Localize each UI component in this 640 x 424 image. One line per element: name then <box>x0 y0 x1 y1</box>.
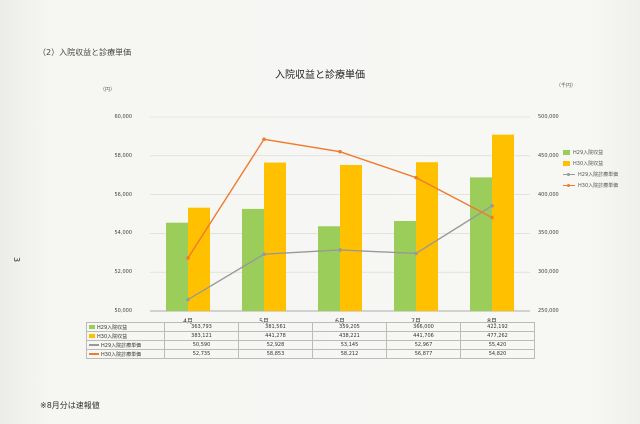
line-point <box>338 149 342 154</box>
data-table: H29入院収益 363,793 381,561 359,205 366,000 422,1… <box>86 322 535 359</box>
x-axis-tick-label: 7月 <box>411 318 421 325</box>
table-swatch <box>89 334 95 338</box>
data-table-cell: 52,967 <box>386 340 461 350</box>
bar <box>166 222 188 311</box>
right-axis-tick-label: 450,000 <box>538 152 559 159</box>
data-table-cell: 54,820 <box>460 349 535 359</box>
bar <box>188 207 210 311</box>
data-table-cell: 366,000 <box>386 322 461 332</box>
line-point <box>414 251 418 256</box>
footnote: ※8月分は速報値 <box>40 401 100 410</box>
table-swatch <box>89 353 99 355</box>
data-table-cell: 422,192 <box>460 322 535 332</box>
line-point <box>490 204 494 208</box>
data-table-row: H30入院診療単価 52,735 58,853 58,212 56,877 54,820 <box>86 349 535 359</box>
x-axis-tick-label: 5月 <box>259 318 269 325</box>
line-point <box>186 256 190 260</box>
data-table-cell: 438,221 <box>312 331 387 341</box>
line-point <box>186 297 190 302</box>
bar <box>492 134 514 311</box>
data-table-cell: 441,706 <box>386 331 461 341</box>
data-table-cell: 58,853 <box>238 349 313 359</box>
legend-label: H30入院診療単価 <box>578 183 619 189</box>
line-point <box>414 175 418 180</box>
data-table-cell: 53,145 <box>312 340 387 350</box>
right-axis-tick-label: 500,000 <box>538 114 559 120</box>
right-axis-tick-label: 400,000 <box>538 191 559 198</box>
data-table-cell: 50,590 <box>164 340 239 350</box>
left-axis-tick-label: 54,000 <box>114 230 133 237</box>
left-axis-tick-label: 60,000 <box>114 114 133 120</box>
table-swatch <box>89 325 95 329</box>
legend-item: H29入院診療単価 <box>563 169 618 180</box>
bar <box>264 162 286 311</box>
left-axis-tick-label: 56,000 <box>114 191 133 198</box>
legend-label: H29入院診療単価 <box>578 172 619 178</box>
legend-swatch <box>563 183 575 189</box>
data-table-row: H29入院診療単価 50,590 52,928 53,145 52,967 55,420 <box>86 340 535 350</box>
bar <box>340 164 362 311</box>
data-table-row-header: H30入院収益 <box>86 331 165 341</box>
data-table-cell: 52,928 <box>238 340 313 350</box>
right-axis-tick-label: 300,000 <box>538 269 559 276</box>
data-table-cell: 56,877 <box>386 349 461 359</box>
bar <box>318 226 340 311</box>
left-axis-unit: （円） <box>100 87 116 93</box>
data-table-row: H30入院収益 383,121 441,278 438,221 441,706 477,2… <box>86 331 535 341</box>
section-heading: （2）入院収益と診療単価 <box>38 48 132 57</box>
legend-swatch <box>563 150 570 155</box>
data-table-cell: 52,735 <box>164 349 239 359</box>
line-point <box>338 248 342 252</box>
left-axis-tick-label: 52,000 <box>114 269 133 276</box>
line-point <box>262 137 266 142</box>
data-table-cell: 359,205 <box>312 322 387 332</box>
legend-item: H30入院診療単価 <box>563 180 618 191</box>
legend-swatch <box>563 161 570 166</box>
x-axis-tick-label: 6月 <box>335 318 345 325</box>
data-table-row-header: H30入院診療単価 <box>86 349 165 359</box>
legend-swatch <box>563 172 575 178</box>
data-table-cell: 58,212 <box>312 349 387 359</box>
x-axis-tick-label: 4月 <box>183 318 193 325</box>
x-axis-tick-label: 8月 <box>487 318 497 325</box>
right-axis-unit: （千円） <box>556 83 577 89</box>
bar <box>394 220 416 311</box>
table-swatch <box>89 344 99 346</box>
chart-legend: H29入院収益 H30入院収益 H29入院診療単価 H30入院診療単価 <box>563 147 618 191</box>
right-axis-tick-label: 250,000 <box>538 308 559 314</box>
bar <box>470 177 492 311</box>
legend-item: H29入院収益 <box>563 147 618 158</box>
legend-item: H30入院収益 <box>563 158 618 169</box>
legend-label: H30入院収益 <box>573 161 604 167</box>
data-table-row-header: H29入院収益 <box>86 322 165 332</box>
data-table-cell: 383,121 <box>164 331 239 341</box>
legend-label: H29入院収益 <box>573 150 604 156</box>
line-point <box>262 252 266 256</box>
right-axis-tick-label: 350,000 <box>538 230 559 237</box>
left-axis-tick-label: 58,000 <box>114 152 133 159</box>
data-table-cell: 55,420 <box>460 340 535 350</box>
data-table-cell: 441,278 <box>238 331 313 341</box>
data-table-cell: 477,262 <box>460 331 535 341</box>
chart-title: 入院収益と診療単価 <box>275 70 365 81</box>
line-point <box>490 215 494 220</box>
bar <box>416 162 438 311</box>
data-table-row: H29入院収益 363,793 381,561 359,205 366,000 422,1… <box>86 322 535 332</box>
data-table-cell: 381,561 <box>238 322 313 332</box>
data-table-row-header: H29入院診療単価 <box>86 340 165 350</box>
left-axis-tick-label: 50,000 <box>114 308 133 314</box>
data-table-cell: 363,793 <box>164 322 239 332</box>
